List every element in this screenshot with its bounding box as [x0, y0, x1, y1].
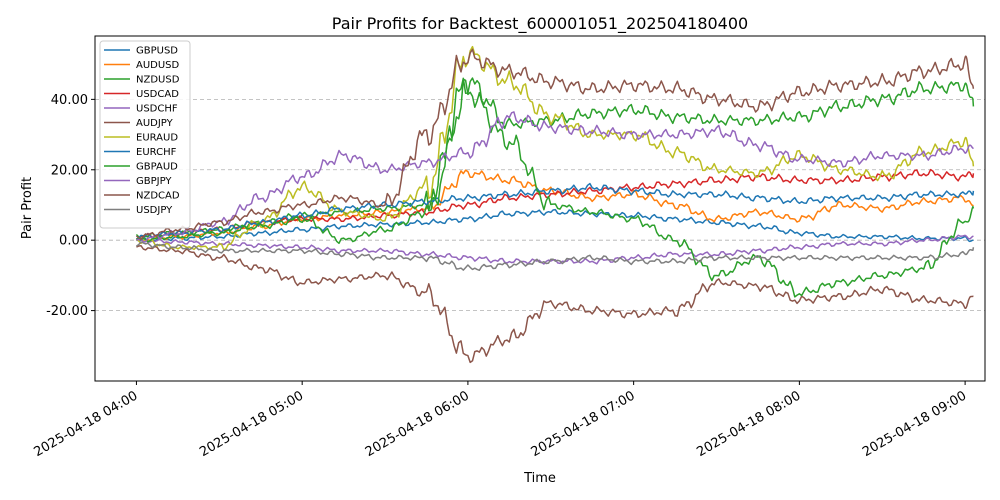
legend-label: USDCAD: [136, 89, 179, 100]
y-axis-title: Pair Profit: [20, 177, 35, 239]
gridlines: [95, 98, 985, 311]
legend-label: GBPUSD: [136, 46, 178, 57]
legend-label: USDJPY: [136, 205, 173, 216]
series-line-nzdcad: [135, 48, 975, 241]
legend-label: NZDUSD: [136, 75, 180, 86]
chart-title: Pair Profits for Backtest_600001051_2025…: [332, 14, 748, 34]
y-tick-label: 40.00: [51, 93, 88, 108]
y-axis: -20.00 0.00 20.00 40.00: [46, 93, 95, 319]
series-line-audjpy: [136, 244, 974, 364]
legend-label: AUDUSD: [136, 60, 180, 71]
y-tick-label: -20.00: [46, 304, 88, 319]
legend-label: GBPJPY: [136, 176, 172, 187]
legend: GBPUSD AUDUSD NZDUSD USDCAD USDCHF AUDJPY EURA…: [99, 40, 191, 229]
legend-label: EURCHF: [136, 147, 177, 158]
series-line-usdchf: [136, 234, 974, 265]
legend-label: NZDCAD: [136, 191, 180, 202]
legend-label: GBPAUD: [136, 162, 178, 173]
series-line-euraud: [135, 45, 975, 251]
series-line-audusd: [135, 169, 974, 243]
y-tick-label: 0.00: [59, 234, 88, 249]
x-axis-title: Time: [523, 471, 556, 486]
legend-label: USDCHF: [136, 104, 178, 115]
series-lines: [135, 45, 975, 364]
legend-label: EURAUD: [136, 133, 178, 144]
y-tick-label: 20.00: [51, 163, 88, 178]
legend-label: AUDJPY: [136, 118, 174, 129]
series-line-usdjpy: [136, 241, 975, 272]
series-line-gbpjpy: [136, 111, 974, 243]
plot-area-frame: [94, 35, 986, 382]
series-line-gbpusd: [136, 208, 974, 243]
series-line-gbpaud: [136, 78, 975, 298]
series-line-eurchf: [136, 182, 975, 240]
